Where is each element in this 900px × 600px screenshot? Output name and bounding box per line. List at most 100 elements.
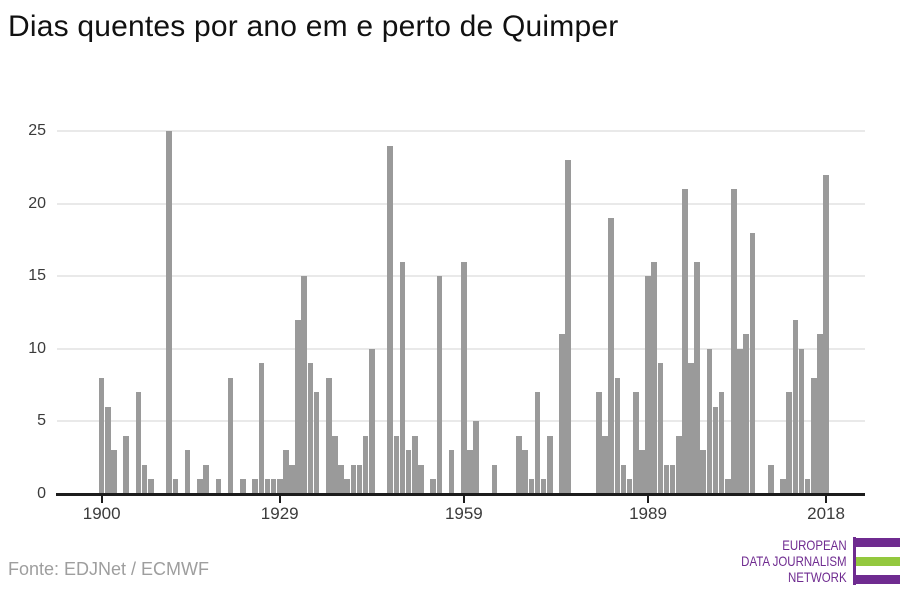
bar-1940[interactable] [344, 479, 351, 494]
bar-1989[interactable] [645, 276, 651, 494]
bar-1976[interactable] [565, 160, 572, 494]
bar-1998[interactable] [700, 450, 707, 494]
bar-1931[interactable] [289, 464, 295, 494]
bar-2001[interactable] [718, 392, 725, 494]
bar-1986[interactable] [626, 479, 633, 494]
bar-1957[interactable] [448, 450, 455, 494]
bar-1983[interactable] [608, 218, 614, 494]
bar-1981[interactable] [596, 392, 602, 494]
bar-1904[interactable] [123, 435, 130, 494]
bar-2009[interactable] [767, 464, 774, 494]
bar-2011[interactable] [780, 479, 786, 494]
bar-1932[interactable] [295, 319, 301, 494]
gridline-10 [57, 347, 865, 350]
bar-1921[interactable] [227, 377, 234, 494]
bar-1912[interactable] [172, 479, 179, 494]
bar-1929[interactable] [276, 479, 283, 494]
bar-1984[interactable] [614, 377, 621, 494]
bar-1902[interactable] [111, 450, 117, 494]
y-tick-label-0: 0 [37, 485, 46, 502]
bar-1949[interactable] [399, 261, 406, 494]
bar-1943[interactable] [362, 435, 369, 494]
bar-1916[interactable] [197, 479, 203, 494]
bar-2006[interactable] [749, 232, 756, 494]
bar-1954[interactable] [430, 479, 436, 494]
bar-1973[interactable] [547, 435, 553, 494]
bar-1999[interactable] [706, 348, 713, 494]
bar-1959[interactable] [461, 261, 467, 494]
bar-1933[interactable] [301, 276, 308, 494]
bar-2002[interactable] [725, 479, 731, 494]
bar-1971[interactable] [534, 392, 541, 494]
bar-1900[interactable] [98, 377, 105, 494]
bar-2014[interactable] [798, 348, 805, 494]
bar-1997[interactable] [694, 261, 700, 494]
bar-1930[interactable] [283, 450, 289, 494]
bar-1908[interactable] [148, 479, 154, 494]
bar-2016[interactable] [810, 377, 817, 494]
bar-1911[interactable] [166, 131, 173, 494]
bar-2003[interactable] [731, 189, 737, 494]
bar-1937[interactable] [326, 377, 332, 494]
bar-1994[interactable] [675, 435, 682, 494]
bar-1925[interactable] [252, 479, 258, 494]
bar-2015[interactable] [804, 479, 811, 494]
bar-1952[interactable] [418, 464, 424, 494]
bar-1996[interactable] [688, 363, 694, 494]
bar-1947[interactable] [387, 145, 393, 494]
logo-line-data-journalism: DATA JOURNALISM [741, 553, 847, 569]
bar-1960[interactable] [467, 450, 473, 494]
bar-2000[interactable] [712, 406, 719, 494]
bar-1938[interactable] [332, 435, 338, 494]
bar-2005[interactable] [743, 334, 750, 494]
y-tick-label-20: 20 [28, 194, 46, 212]
bar-1914[interactable] [184, 450, 191, 494]
bar-1991[interactable] [657, 363, 664, 494]
bar-1961[interactable] [473, 421, 479, 494]
bar-1975[interactable] [559, 334, 565, 494]
bar-2018[interactable] [823, 174, 829, 494]
bar-1993[interactable] [669, 464, 676, 494]
bar-1992[interactable] [663, 464, 670, 494]
y-tick-label-15: 15 [28, 267, 46, 285]
bar-1901[interactable] [105, 406, 111, 494]
bar-1919[interactable] [215, 479, 222, 494]
bar-1906[interactable] [135, 392, 142, 494]
bar-1907[interactable] [141, 464, 148, 494]
bar-1951[interactable] [411, 435, 418, 494]
bar-1928[interactable] [270, 479, 277, 494]
bar-1982[interactable] [602, 435, 608, 494]
bar-1926[interactable] [258, 363, 265, 494]
bar-1917[interactable] [203, 464, 209, 494]
bar-1942[interactable] [356, 464, 363, 494]
bar-1964[interactable] [491, 464, 498, 494]
bar-1927[interactable] [264, 479, 271, 494]
bar-1969[interactable] [522, 450, 529, 494]
bar-1923[interactable] [240, 479, 246, 494]
bar-2013[interactable] [792, 319, 799, 494]
bar-2017[interactable] [817, 334, 823, 494]
bar-1988[interactable] [639, 450, 645, 494]
bar-1972[interactable] [540, 479, 547, 494]
logo-bar-top [856, 538, 900, 547]
bar-1990[interactable] [651, 261, 657, 494]
bar-1995[interactable] [682, 189, 688, 494]
bar-1939[interactable] [338, 464, 344, 494]
bar-1987[interactable] [632, 392, 639, 494]
bar-1948[interactable] [393, 435, 400, 494]
bar-2012[interactable] [786, 392, 792, 494]
bar-1968[interactable] [516, 435, 522, 494]
logo-line-european: EUROPEAN [782, 537, 847, 553]
bar-1950[interactable] [405, 450, 412, 494]
edjnet-logo[interactable]: EUROPEAN DATA JOURNALISM NETWORK [718, 537, 900, 585]
bar-1944[interactable] [368, 348, 375, 494]
bar-1970[interactable] [528, 479, 535, 494]
logo-bars [856, 537, 900, 585]
bar-1941[interactable] [350, 464, 357, 494]
bar-1955[interactable] [436, 276, 443, 494]
logo-bar-bottom [856, 575, 900, 584]
bar-1935[interactable] [313, 392, 320, 494]
bar-1934[interactable] [307, 363, 314, 494]
bar-1985[interactable] [620, 464, 627, 494]
bar-2004[interactable] [737, 348, 743, 494]
